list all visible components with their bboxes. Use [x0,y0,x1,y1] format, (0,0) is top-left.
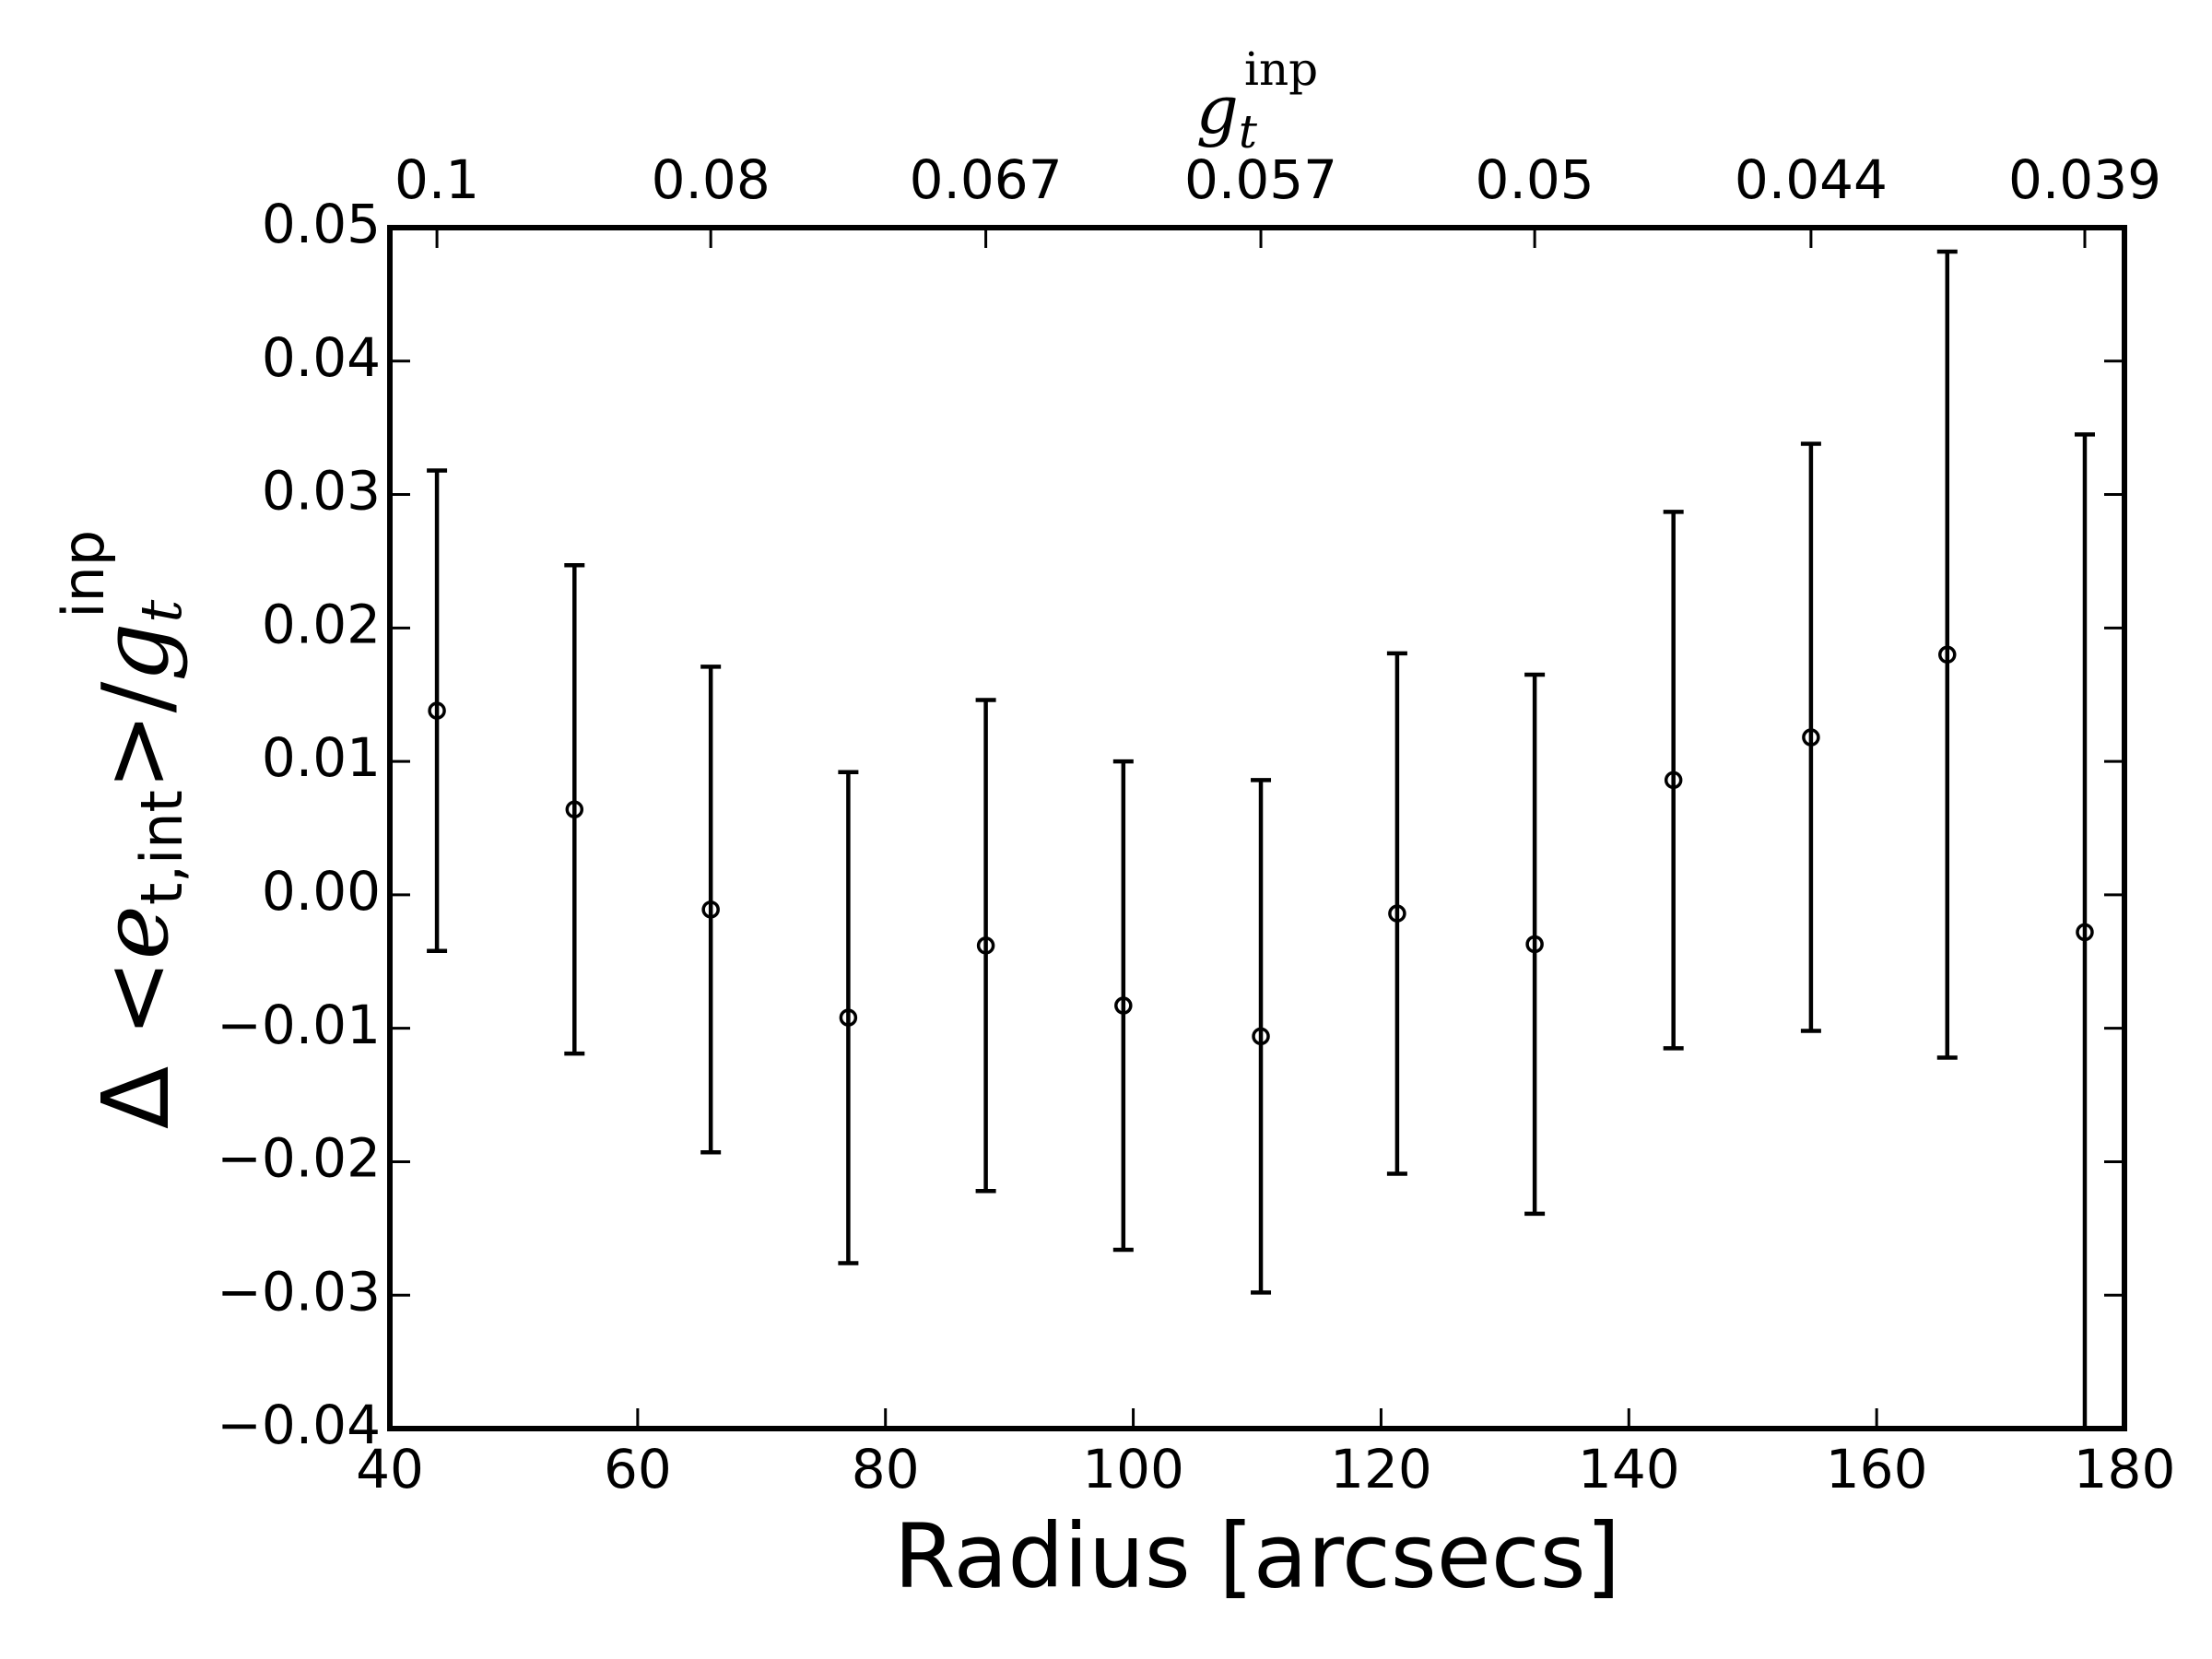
y-tick-label: 0.00 [262,860,381,923]
data-point [1252,1027,1270,1046]
y-label-part: inp [50,530,117,618]
y-tick-label: 0.03 [262,460,381,523]
data-point [1938,645,1957,665]
data-point [1802,728,1820,747]
y-label-part: t [127,600,194,623]
y-tick-label: 0.04 [262,326,381,389]
data-point [2076,923,2094,942]
x2-tick-label: 0.1 [394,148,479,211]
plot-frame [387,225,2127,1431]
data-point [565,800,584,818]
x-tick-label: 160 [1826,1438,1928,1500]
x2-label-sub: t [1239,105,1258,159]
x-tick-label: 60 [604,1438,672,1500]
data-point [1114,996,1133,1015]
x2-tick-label: 0.044 [1735,148,1888,211]
x-tick-label: 180 [2074,1438,2176,1500]
x2-tick-label: 0.067 [910,148,1063,211]
y-label-part: >/ [82,681,190,790]
plot-area [427,249,2095,1429]
y-label-part: g [81,623,189,682]
x-tick-label: 140 [1578,1438,1680,1500]
y-tick-label: −0.04 [217,1394,381,1456]
data-point [1388,904,1406,923]
x2-tick-label: 0.039 [2008,148,2161,211]
x2-label-base: g [1196,71,1239,148]
y-tick-label: 0.01 [262,726,381,789]
y-label-part: t,int [128,790,195,905]
data-point [1664,771,1683,790]
x-tick-label: 80 [852,1438,920,1500]
x2-tick-label: 0.08 [652,148,771,211]
x-tick-label: 100 [1082,1438,1184,1500]
data-point [976,936,995,955]
x2-axis-label: gt inp [1196,42,1318,159]
x2-tick-label: 0.05 [1476,148,1594,211]
x-tick-label: 120 [1330,1438,1432,1500]
y-tick-label: −0.03 [217,1260,381,1323]
x2-tick-label: 0.057 [1184,148,1337,211]
y-tick-label: −0.01 [217,994,381,1056]
y-tick-label: −0.02 [217,1127,381,1190]
x-axis-label: Radius [arcsecs] [894,1504,1620,1607]
y-label-part: Δ < [82,959,190,1129]
y-tick-label: 0.02 [262,593,381,655]
x-tick-label: 40 [356,1438,424,1500]
data-point [839,1008,858,1027]
x2-label-sup: inp [1244,42,1318,96]
data-point [701,900,720,919]
y-axis-label: Δ <et,int>/gtinp [50,530,195,1129]
y-label-part: e [81,905,189,959]
y-tick-label: 0.05 [262,193,381,255]
data-point [1525,935,1544,954]
data-point [428,701,446,720]
